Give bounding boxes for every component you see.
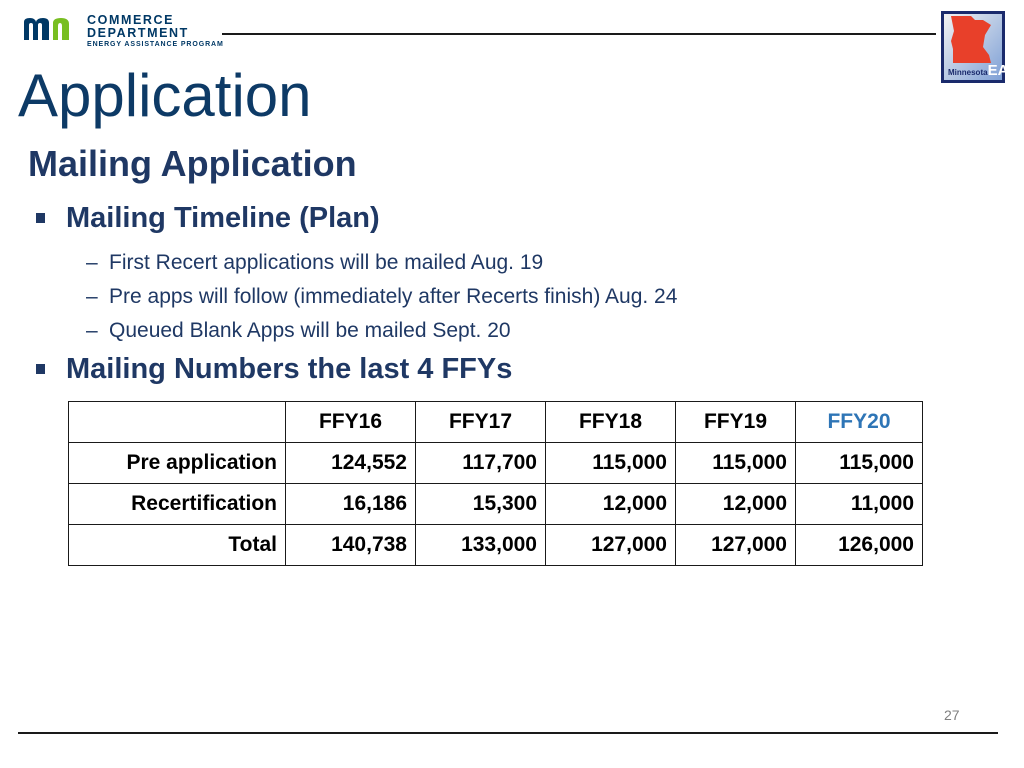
dash-bullet: –	[86, 319, 98, 342]
table-cell: 133,000	[415, 524, 546, 566]
logo-wordmark: COMMERCE DEPARTMENT ENERGY ASSISTANCE PR…	[87, 14, 224, 50]
row-label: Total	[68, 524, 286, 566]
square-bullet-icon	[36, 364, 45, 374]
table-row: Total 140,738 133,000 127,000 127,000 12…	[68, 524, 923, 566]
footer-divider	[18, 732, 998, 734]
table-row: Pre application 124,552 117,700 115,000 …	[68, 442, 923, 484]
subitem-text: Queued Blank Apps will be mailed Sept. 2…	[109, 319, 511, 342]
logo-line-commerce: COMMERCE	[87, 13, 175, 27]
mailing-numbers-table: FFY16 FFY17 FFY18 FFY19 FFY20 Pre applic…	[68, 401, 923, 566]
table-cell: 12,000	[545, 483, 676, 525]
table-header-row: FFY16 FFY17 FFY18 FFY19 FFY20	[68, 401, 923, 443]
table-header-cell: FFY20	[795, 401, 923, 443]
table-header-cell	[68, 401, 286, 443]
table-cell: 127,000	[545, 524, 676, 566]
table-cell: 15,300	[415, 483, 546, 525]
table-cell: 12,000	[675, 483, 796, 525]
dash-bullet: –	[86, 251, 98, 274]
logo-line-department: DEPARTMENT	[87, 26, 189, 40]
subitem-text: Pre apps will follow (immediately after …	[109, 285, 678, 308]
table-cell: 115,000	[545, 442, 676, 484]
eap-badge-text: MinnesotaEAP	[948, 62, 1018, 80]
eap-badge-acronym: EAP	[987, 62, 1019, 79]
table-cell: 126,000	[795, 524, 923, 566]
table-cell: 16,186	[285, 483, 416, 525]
bullet-label: Mailing Numbers the last 4 FFYs	[66, 353, 513, 385]
table-cell: 117,700	[415, 442, 546, 484]
row-label: Pre application	[68, 442, 286, 484]
table-header-cell: FFY16	[285, 401, 416, 443]
mn-logo-icon	[24, 18, 69, 40]
table-cell: 11,000	[795, 483, 923, 525]
subitem-text: First Recert applications will be mailed…	[109, 251, 544, 274]
row-label: Recertification	[68, 483, 286, 525]
table-header-cell: FFY17	[415, 401, 546, 443]
table-header-cell: FFY19	[675, 401, 796, 443]
eap-badge-state: Minnesota	[948, 68, 988, 77]
square-bullet-icon	[36, 213, 45, 223]
table-cell: 124,552	[285, 442, 416, 484]
minnesota-eap-badge-icon	[941, 11, 1005, 83]
table-header-cell: FFY18	[545, 401, 676, 443]
slide-number: 27	[944, 707, 960, 723]
slide-subtitle: Mailing Application	[28, 143, 357, 184]
table-row: Recertification 16,186 15,300 12,000 12,…	[68, 483, 923, 525]
bullet-label: Mailing Timeline (Plan)	[66, 202, 380, 234]
table-cell: 115,000	[675, 442, 796, 484]
table-cell: 115,000	[795, 442, 923, 484]
slide-title: Application	[18, 62, 312, 129]
dash-bullet: –	[86, 285, 98, 308]
table-cell: 127,000	[675, 524, 796, 566]
table-cell: 140,738	[285, 524, 416, 566]
logo-line-program: ENERGY ASSISTANCE PROGRAM	[87, 41, 224, 48]
header-divider	[222, 33, 936, 35]
